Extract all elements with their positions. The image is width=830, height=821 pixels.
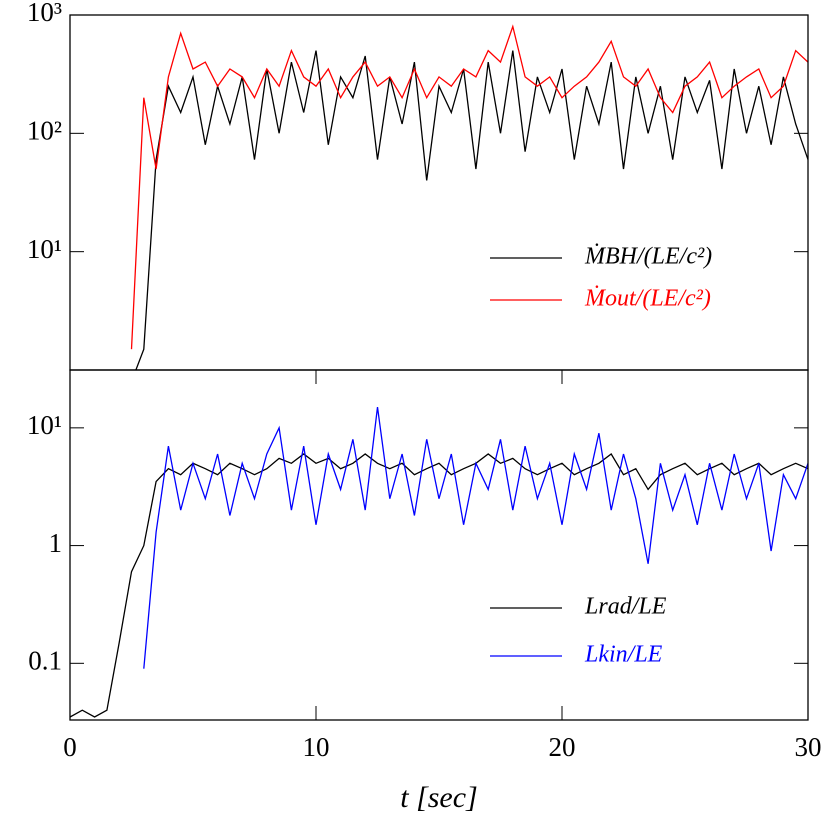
y-tick-label: 10³ xyxy=(27,0,62,27)
x-tick-label: 10 xyxy=(303,732,330,762)
y-tick-label: 10² xyxy=(27,116,62,146)
legend-label: Ṁout/(LE/c²) xyxy=(584,286,711,312)
y-tick-label: 0.1 xyxy=(28,646,62,676)
legend-label: Lkin/LE xyxy=(584,642,663,668)
y-tick-label: 10¹ xyxy=(27,234,62,264)
data-line xyxy=(135,50,808,370)
data-line xyxy=(130,24,808,350)
y-tick-label: 10¹ xyxy=(27,410,62,440)
data-line xyxy=(70,453,808,718)
plot-frame xyxy=(69,369,809,721)
data-line xyxy=(143,407,808,669)
plot-frame xyxy=(69,14,809,371)
plot-area xyxy=(130,24,808,370)
y-tick-label: 1 xyxy=(49,528,63,558)
legend-label: Lrad/LE xyxy=(584,594,667,620)
x-axis-label: t [sec] xyxy=(400,781,478,814)
x-tick-label: 30 xyxy=(795,732,822,762)
plot-area xyxy=(70,407,808,718)
x-tick-label: 20 xyxy=(549,732,576,762)
x-tick-label: 0 xyxy=(63,732,77,762)
legend-label: ṀBH/(LE/c²) xyxy=(584,244,712,270)
